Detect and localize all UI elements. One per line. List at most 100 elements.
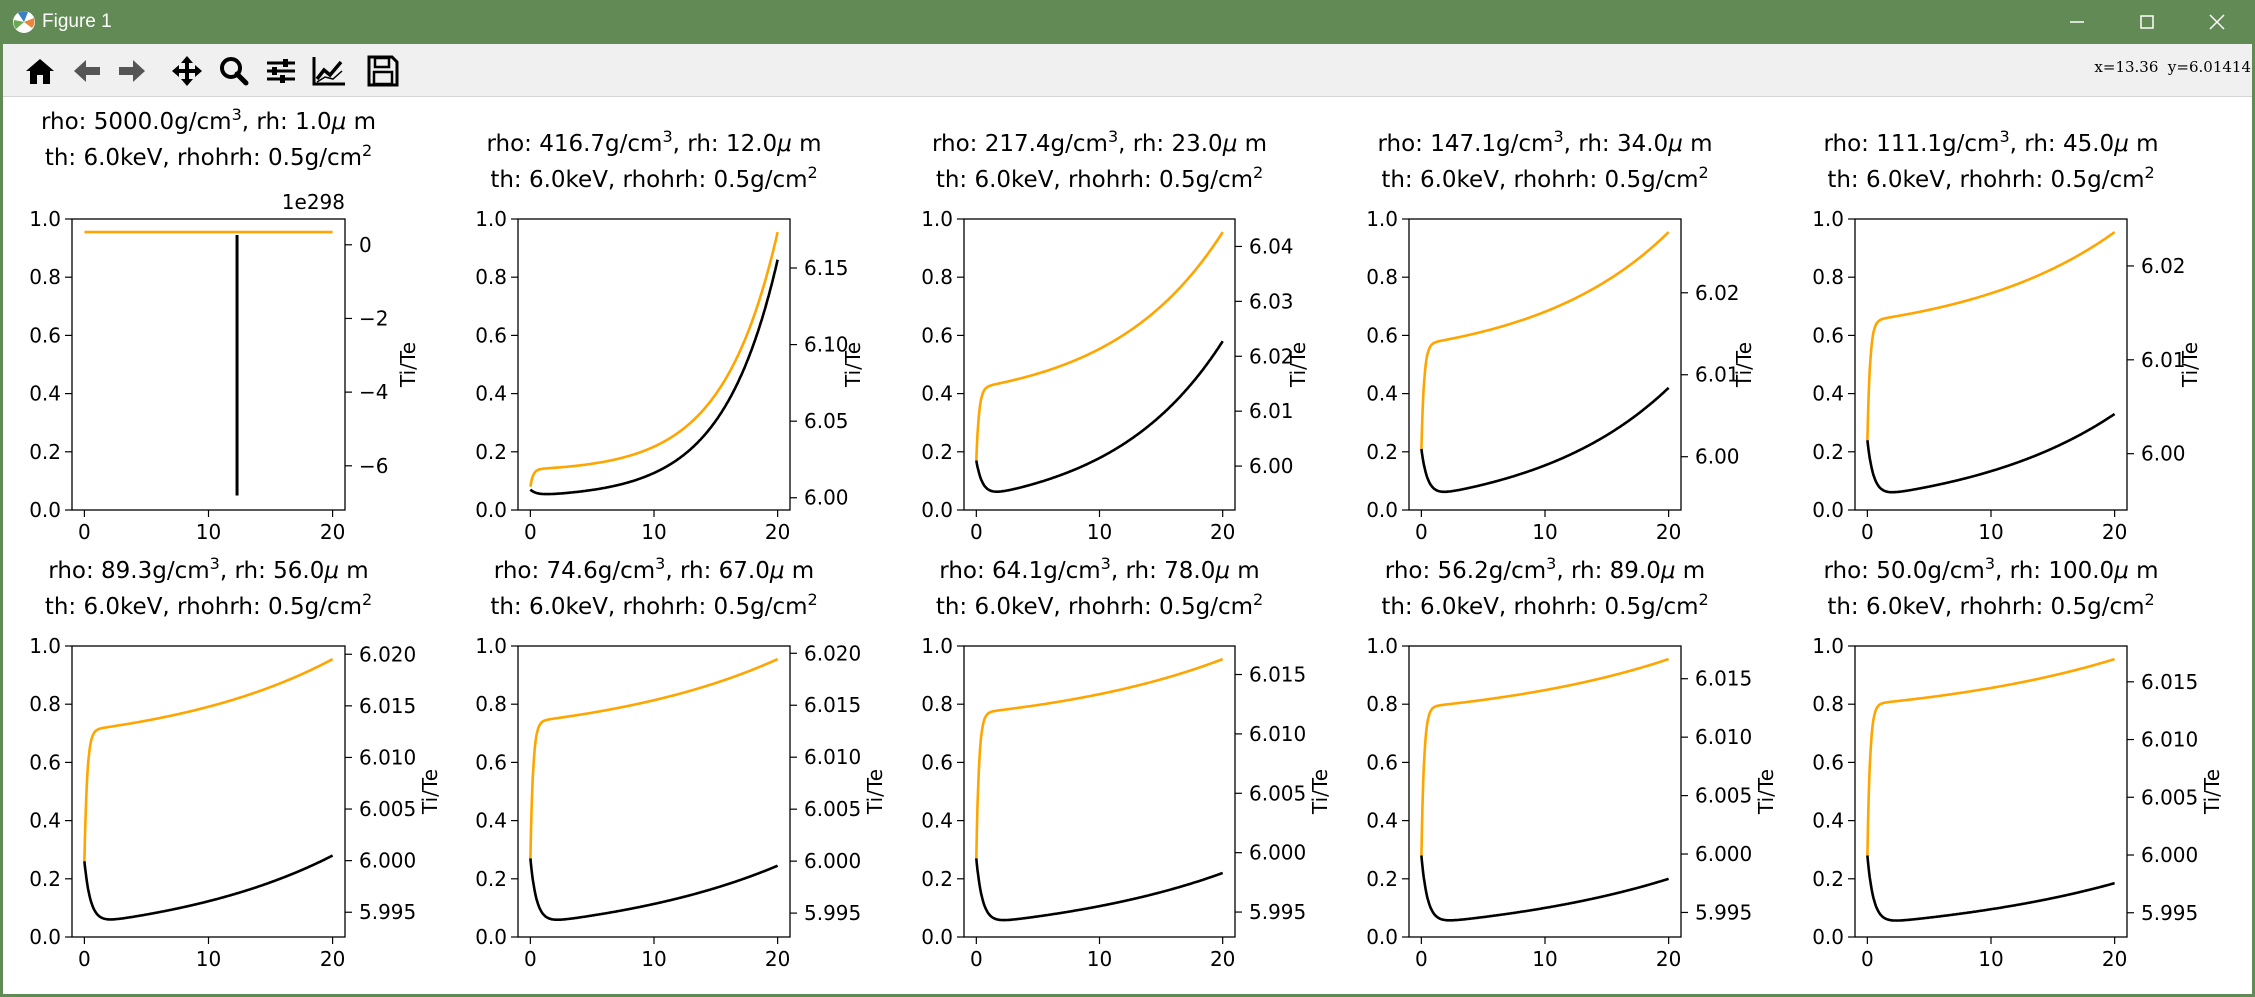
left-tick-label: 0.2 <box>1812 867 1844 891</box>
left-tick-label: 0.2 <box>1812 440 1844 464</box>
cursor-coordinates: x=13.36 y=6.01414 <box>2094 58 2251 76</box>
right-tick-label: 6.10 <box>804 333 849 357</box>
x-tick-label: 0 <box>1415 947 1428 971</box>
right-axis-label: Ti/Te <box>418 769 442 815</box>
left-tick-label: 1.0 <box>1812 207 1844 231</box>
right-tick-label: 6.005 <box>2141 785 2198 809</box>
x-tick-label: 10 <box>1532 947 1557 971</box>
axes-edit-button[interactable] <box>309 53 349 89</box>
subplot-5: rho: 111.1g/cm3, rh: 45.0μ m th: 6.0keV, … <box>1812 127 2202 544</box>
pan-button[interactable] <box>167 53 207 89</box>
series-orange-line <box>529 657 779 859</box>
right-tick-label: 6.000 <box>1249 841 1306 865</box>
right-tick-label: −2 <box>359 306 388 330</box>
x-tick-label: 10 <box>641 520 666 544</box>
right-tick-label: 6.000 <box>1695 842 1752 866</box>
zoom-button[interactable] <box>214 53 254 89</box>
left-tick-label: 0.8 <box>1366 692 1398 716</box>
left-tick-label: 0.6 <box>1812 750 1844 774</box>
left-tick-label: 0.4 <box>1366 382 1398 406</box>
right-tick-label: 5.995 <box>1695 900 1752 924</box>
subplot-title-line1: rho: 56.2g/cm3, rh: 89.0μ m <box>1385 554 1705 584</box>
x-tick-label: 20 <box>1656 520 1681 544</box>
right-tick-label: 6.01 <box>2141 348 2186 372</box>
left-tick-label: 0.2 <box>475 440 507 464</box>
subplot-title-line1: rho: 50.0g/cm3, rh: 100.0μ m <box>1823 554 2158 584</box>
figure-canvas[interactable]: rho: 5000.0g/cm3, rh: 1.0μ m th: 6.0keV, … <box>0 97 2255 993</box>
subplot-title-line1: rho: 111.1g/cm3, rh: 45.0μ m <box>1823 127 2158 157</box>
sliders-icon <box>267 59 295 83</box>
left-tick-label: 0.0 <box>29 925 61 949</box>
subplot-title-line1: rho: 5000.0g/cm3, rh: 1.0μ m <box>41 105 376 135</box>
left-tick-label: 1.0 <box>1812 634 1844 658</box>
x-tick-label: 0 <box>78 947 91 971</box>
x-tick-label: 10 <box>1978 947 2003 971</box>
series-black-line <box>975 858 1224 922</box>
left-tick-label: 0.4 <box>1812 382 1844 406</box>
series-black-line <box>1420 855 1670 922</box>
left-tick-label: 0.4 <box>475 382 507 406</box>
left-tick-label: 0.8 <box>29 265 61 289</box>
right-tick-label: 6.000 <box>804 849 861 873</box>
x-tick-label: 0 <box>970 947 983 971</box>
left-tick-label: 0.0 <box>1812 498 1844 522</box>
series-black-line <box>529 259 779 496</box>
minimize-button[interactable] <box>2043 0 2111 44</box>
left-tick-label: 0.0 <box>475 925 507 949</box>
window-border-bottom <box>0 994 2255 997</box>
close-icon <box>2209 14 2225 30</box>
right-tick-label: 6.05 <box>804 409 849 433</box>
subplot-title-line2: th: 6.0keV, rhohrh: 0.5g/cm2 <box>1381 590 1708 620</box>
forward-button[interactable] <box>112 53 152 89</box>
left-tick-label: 0.6 <box>29 750 61 774</box>
series-black-line <box>1866 412 2116 494</box>
left-tick-label: 1.0 <box>475 634 507 658</box>
right-axis-offset-label: 1e298 <box>282 190 345 214</box>
axes-frame <box>1854 218 2128 511</box>
x-tick-label: 0 <box>524 520 537 544</box>
subplots-button[interactable] <box>261 53 301 89</box>
left-tick-label: 0.0 <box>1366 498 1398 522</box>
left-tick-label: 0.6 <box>921 323 953 347</box>
maximize-button[interactable] <box>2113 0 2181 44</box>
subplot-title-line2: th: 6.0keV, rhohrh: 0.5g/cm2 <box>45 590 372 620</box>
x-tick-label: 0 <box>524 947 537 971</box>
x-tick-label: 20 <box>1656 947 1681 971</box>
window-border-left <box>0 44 3 997</box>
right-tick-label: 6.010 <box>804 745 861 769</box>
right-tick-label: 6.010 <box>1249 722 1306 746</box>
left-tick-label: 0.4 <box>475 809 507 833</box>
x-tick-label: 0 <box>1861 520 1874 544</box>
back-button[interactable] <box>67 53 107 89</box>
right-tick-label: 0 <box>359 233 372 257</box>
right-tick-label: 6.005 <box>1695 784 1752 808</box>
home-button[interactable] <box>20 53 60 89</box>
left-tick-label: 0.6 <box>29 323 61 347</box>
x-tick-label: 20 <box>765 520 790 544</box>
close-button[interactable] <box>2183 0 2251 44</box>
x-tick-label: 20 <box>1210 520 1235 544</box>
left-tick-label: 0.8 <box>1812 265 1844 289</box>
navigation-toolbar <box>0 44 2255 97</box>
subplot-title-line2: th: 6.0keV, rhohrh: 0.5g/cm2 <box>1827 163 2154 193</box>
x-tick-label: 10 <box>1087 947 1112 971</box>
figure-svg[interactable]: rho: 5000.0g/cm3, rh: 1.0μ m th: 6.0keV, … <box>0 97 2255 993</box>
right-tick-label: 6.03 <box>1249 289 1294 313</box>
left-tick-label: 0.6 <box>475 750 507 774</box>
series-orange-line <box>1420 657 1670 856</box>
left-tick-label: 0.0 <box>29 498 61 522</box>
right-axis-label: Ti/Te <box>396 342 420 388</box>
left-tick-label: 0.6 <box>1812 323 1844 347</box>
save-button[interactable] <box>363 53 403 89</box>
maximize-icon <box>2140 15 2154 29</box>
axes-frame <box>963 645 1236 938</box>
right-tick-label: 6.00 <box>1695 445 1740 469</box>
subplot-title-line2: th: 6.0keV, rhohrh: 0.5g/cm2 <box>490 163 817 193</box>
subplot-title-line1: rho: 64.1g/cm3, rh: 78.0μ m <box>939 554 1259 584</box>
left-tick-label: 1.0 <box>1366 634 1398 658</box>
series-black-line <box>529 858 779 922</box>
arrow-right-icon <box>119 60 145 82</box>
line-chart-icon <box>312 57 345 86</box>
subplot-10: rho: 50.0g/cm3, rh: 100.0μ m th: 6.0keV, … <box>1812 554 2224 971</box>
left-tick-label: 0.8 <box>921 265 953 289</box>
